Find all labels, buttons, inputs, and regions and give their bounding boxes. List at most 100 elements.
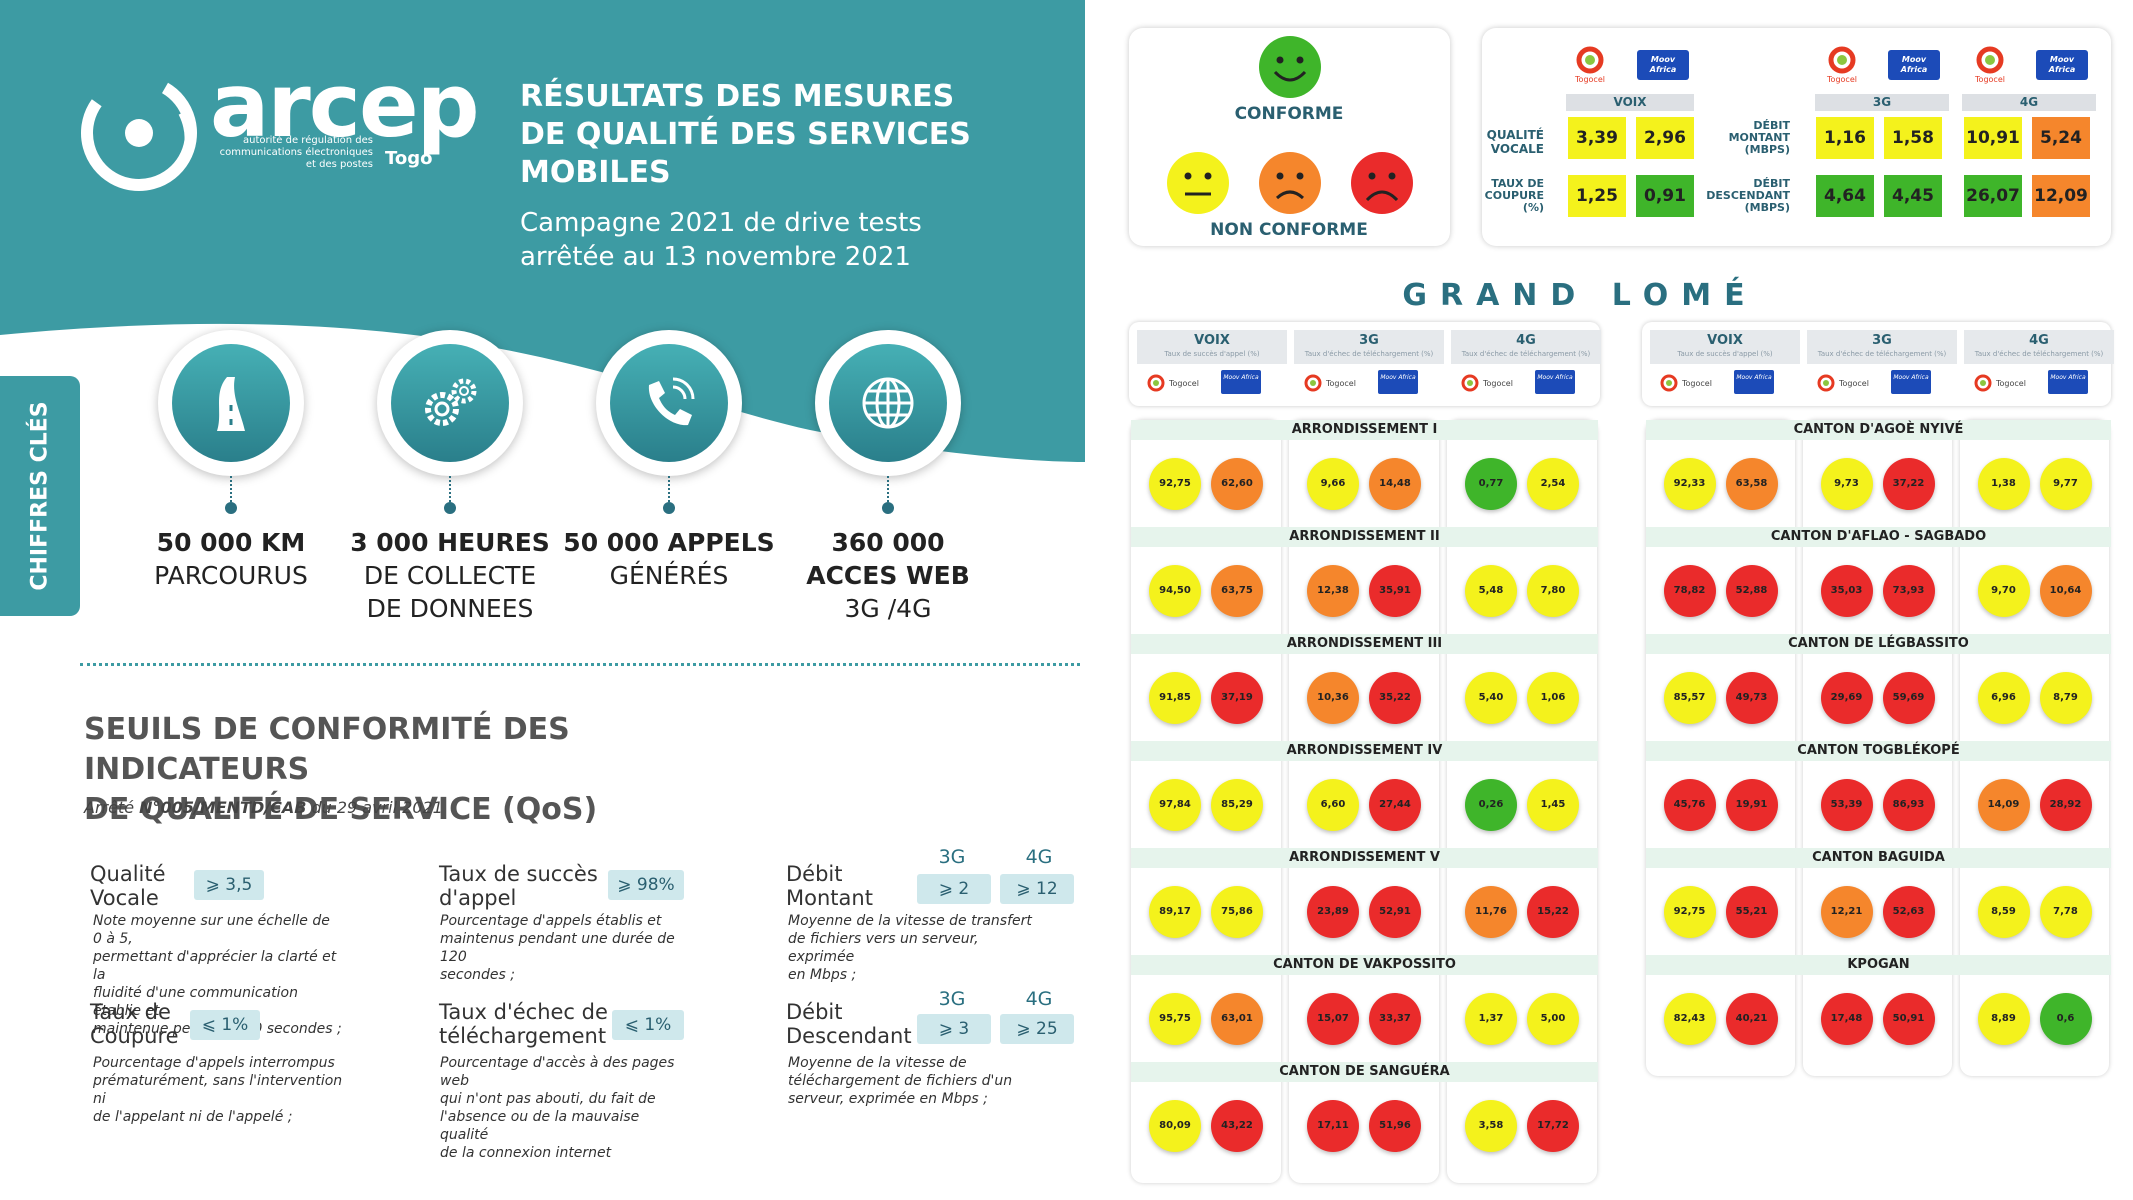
result-value-circle: 28,92 [2039,779,2092,831]
svg-text:Togocel: Togocel [1826,75,1857,84]
left-panel: arcep autorité de régulation des communic… [0,0,1085,1161]
key-figure-phone-circle [596,330,742,476]
result-value-circle: 9,66 [1307,458,1359,510]
result-value-circle: 5,48 [1465,565,1517,617]
result-value-circle: 23,89 [1307,886,1359,938]
threshold-taux-echec: ⩽ 1% [612,1010,684,1040]
result-value-circle: 95,75 [1149,993,1201,1045]
column-header-voix: VOIX Taux de succès d'appel (%) [1137,330,1287,364]
result-value-circle: 1,37 [1465,993,1517,1045]
indicator-taux-echec: Taux d'échec de téléchargement [439,1000,608,1048]
area-name: ARRONDISSEMENT IV [1131,741,1598,761]
national-value-box: 10,91 [1964,117,2022,159]
national-value-box: 1,25 [1568,175,1626,217]
moov-logo-icon: Moov Africa [1891,370,1931,394]
key-figure-calls: 50 000 APPELS GÉNÉRÉS [563,528,775,590]
indicator-taux-succes: Taux de succès d'appel [439,862,598,910]
key-figure-web: 360 000 ACCES WEB 3G /4G [806,528,970,623]
result-value-circle: 29,69 [1820,672,1873,724]
arcep-logo-country: Togo [385,148,433,169]
result-value-circle: 35,91 [1369,565,1421,617]
result-value-circle: 8,79 [2039,672,2092,724]
result-value-circle: 17,11 [1307,1100,1359,1152]
national-value-box: 1,58 [1884,117,1942,159]
result-value-circle: 43,22 [1211,1100,1263,1152]
area-name: ARRONDISSEMENT V [1131,848,1598,868]
head-4g-descendant: 4G [1025,988,1053,1010]
result-value-circle: 45,76 [1663,779,1716,831]
threshold-taux-coupure: ⩽ 1% [190,1010,260,1040]
grand-lome-title: GRAND LOMÉ [1402,278,1758,313]
sad-face-red-icon [1351,152,1413,214]
area-name: ARRONDISSEMENT II [1131,527,1598,547]
indicator-debit-montant: Débit Montant [786,862,873,910]
result-value-circle: 3,58 [1465,1100,1517,1152]
national-value-box: 4,45 [1884,175,1942,217]
arcep-logo-subtitle: autorité de régulation des communications… [219,135,373,170]
result-value-circle: 92,75 [1663,886,1716,938]
result-value-circle: 0,6 [2039,993,2092,1045]
result-value-circle: 35,03 [1820,565,1873,617]
result-value-circle: 92,75 [1149,458,1201,510]
result-value-circle: 9,73 [1820,458,1873,510]
result-value-circle: 80,09 [1149,1100,1201,1152]
column-header-3g: 3G Taux d'échec de téléchargement (%) [1294,330,1444,364]
key-figure-globe-circle [815,330,961,476]
result-value-circle: 51,96 [1369,1100,1421,1152]
moov-logo-icon: Moov Africa [2036,50,2088,80]
desc-debit-montant: Moyenne de la vitesse de transfert de fic… [788,913,1032,983]
arcep-logo-icon [81,75,197,191]
result-value-circle: 52,88 [1725,565,1778,617]
togocel-logo-icon [1974,374,1992,392]
column-header-card-left: VOIX Taux de succès d'appel (%) Togocel Moo… [1129,322,1601,406]
label-debit-montant: DÉBIT MONTANT (MBPS) [1728,119,1790,156]
thresholds-title: SEUILS DE CONFORMITÉ DES INDICATEURS DE Q… [84,712,598,827]
national-value-box: 3,39 [1568,117,1626,159]
result-value-circle: 35,22 [1369,672,1421,724]
head-3g-descendant: 3G [938,988,966,1010]
result-value-circle: 97,84 [1149,779,1201,831]
key-figure-km: 50 000 KM PARCOURUS [154,528,308,590]
result-value-circle: 85,29 [1211,779,1263,831]
neutral-face-icon [1167,152,1229,214]
desc-taux-succes: Pourcentage d'appels établis et maintenus… [440,913,675,983]
threshold-qualite-vocale: ⩾ 3,5 [194,870,264,900]
togocel-logo-icon [1461,374,1479,392]
togocel-logo-icon [1660,374,1678,392]
result-value-circle: 10,64 [2039,565,2092,617]
moov-logo-icon: Moov Africa [1888,50,1940,80]
national-4g-header: 4G [1962,94,2096,111]
moov-logo-icon: Moov Africa [1637,50,1689,80]
legend-non-conforme: NON CONFORME [1210,220,1368,240]
togocel-label: Togocel [1169,379,1199,388]
column-header-3g: 3G Taux d'échec de téléchargement (%) [1807,330,1957,364]
result-value-circle: 6,96 [1977,672,2030,724]
result-value-circle: 17,48 [1820,993,1873,1045]
result-value-circle: 8,59 [1977,886,2030,938]
togocel-logo-icon [1817,374,1835,392]
area-name: CANTON TOGBLÉKOPÉ [1646,741,2111,761]
phone-call-icon [648,377,695,426]
togocel-logo-icon: Togocel [1826,46,1857,84]
legend-conforme: CONFORME [1234,104,1344,124]
road-icon [217,377,245,431]
result-value-circle: 7,80 [1527,565,1579,617]
result-value-circle: 55,21 [1725,886,1778,938]
result-value-circle: 86,93 [1882,779,1935,831]
result-value-circle: 9,77 [2039,458,2092,510]
moov-logo-icon: Moov Africa [2048,370,2088,394]
area-name: CANTON D'AFLAO - SAGBADO [1646,527,2111,547]
svg-text:Togocel: Togocel [1974,75,2005,84]
national-value-box: 0,91 [1636,175,1694,217]
head-3g-montant: 3G [938,846,966,868]
area-name: CANTON DE SANGUÉRA [1131,1062,1598,1082]
togocel-label: Togocel [1682,379,1712,388]
result-value-circle: 40,21 [1725,993,1778,1045]
result-value-circle: 14,09 [1977,779,2030,831]
result-value-circle: 63,75 [1211,565,1263,617]
result-value-circle: 94,50 [1149,565,1201,617]
result-value-circle: 27,44 [1369,779,1421,831]
label-taux-coupure: TAUX DE COUPURE (%) [1484,177,1544,214]
legend-card: CONFORME NON CONFORME [1129,28,1450,246]
result-value-circle: 10,36 [1307,672,1359,724]
